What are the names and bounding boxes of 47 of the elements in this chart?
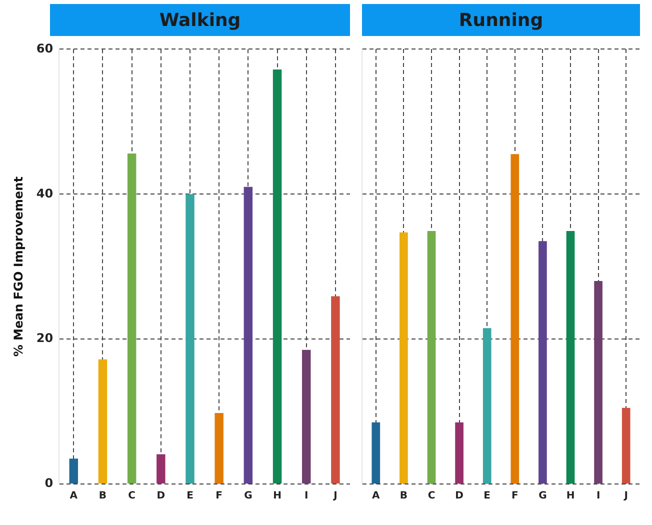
bar	[400, 232, 408, 484]
bar	[186, 194, 194, 484]
x-tick-label: E	[186, 490, 194, 502]
x-tick-label: I	[304, 490, 308, 502]
bar	[538, 241, 547, 484]
bar	[510, 154, 520, 484]
x-tick-label: D	[455, 490, 464, 502]
x-tick-label: J	[623, 490, 628, 502]
x-tick-label: H	[273, 490, 282, 502]
bar	[302, 350, 311, 484]
bar	[244, 186, 253, 484]
bar	[427, 230, 436, 484]
y-tick-label: 40	[36, 186, 54, 200]
bar	[69, 458, 78, 484]
x-tick-label: C	[128, 490, 136, 502]
bar	[98, 359, 108, 484]
x-tick-label: F	[216, 490, 223, 502]
x-tick-label: F	[511, 490, 518, 502]
bar	[214, 412, 224, 484]
y-axis-title: % Mean FGO Improvement	[11, 176, 26, 357]
bar	[127, 154, 136, 484]
x-tick-label: D	[156, 490, 166, 502]
x-tick-label: H	[566, 490, 575, 502]
chart-title: Running	[362, 4, 640, 36]
x-tick-label: J	[332, 490, 338, 502]
y-tick-label: 0	[44, 476, 54, 490]
bar	[272, 69, 282, 484]
bar	[622, 408, 630, 484]
bar	[372, 422, 380, 484]
x-tick-label: A	[70, 490, 78, 502]
x-tick-label: A	[372, 490, 380, 502]
bar	[566, 230, 575, 484]
bar	[594, 281, 602, 484]
x-tick-label: G	[244, 490, 252, 502]
x-tick-label: C	[428, 490, 436, 502]
x-tick-label: E	[484, 490, 491, 502]
bar	[455, 422, 464, 484]
y-tick-label: 60	[36, 41, 54, 56]
chart-title: Walking	[50, 4, 350, 36]
bar	[331, 296, 340, 484]
bar	[482, 328, 492, 484]
x-tick-label: B	[98, 490, 107, 502]
x-tick-label: B	[400, 490, 408, 502]
y-tick-label: 20	[36, 331, 54, 346]
x-tick-label: G	[538, 490, 547, 502]
bar	[156, 454, 166, 484]
x-tick-label: I	[596, 490, 600, 502]
